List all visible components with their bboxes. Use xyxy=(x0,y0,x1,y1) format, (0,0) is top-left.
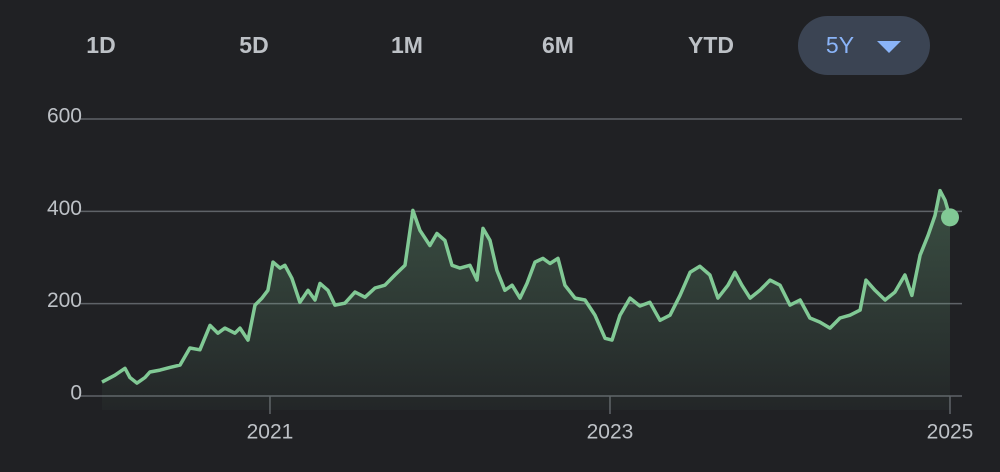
x-tick-label: 2023 xyxy=(587,421,634,444)
range-tab[interactable]: 1D xyxy=(86,32,115,58)
y-tick-label: 600 xyxy=(47,105,82,128)
area-fill xyxy=(102,190,950,410)
range-tab[interactable]: 5Y xyxy=(826,32,854,58)
current-point xyxy=(941,208,959,227)
x-tick-label: 2021 xyxy=(247,421,294,444)
y-tick-label: 400 xyxy=(47,197,82,220)
y-tick-label: 200 xyxy=(47,289,82,312)
plot xyxy=(101,188,959,410)
x-tick-label: 2025 xyxy=(927,421,974,444)
range-tab[interactable]: 1M xyxy=(391,32,423,58)
range-tab[interactable]: YTD xyxy=(688,32,734,58)
price-line xyxy=(101,188,952,385)
range-tabs: 1D 5D 1M 6M YTD 5Y xyxy=(86,16,930,75)
active-tab-pill[interactable] xyxy=(798,16,930,75)
range-tab[interactable]: 6M xyxy=(542,32,574,58)
range-tab[interactable]: 5D xyxy=(239,32,268,58)
dropdown-arrow[interactable] xyxy=(877,41,901,53)
y-tick-label: 0 xyxy=(70,382,82,405)
